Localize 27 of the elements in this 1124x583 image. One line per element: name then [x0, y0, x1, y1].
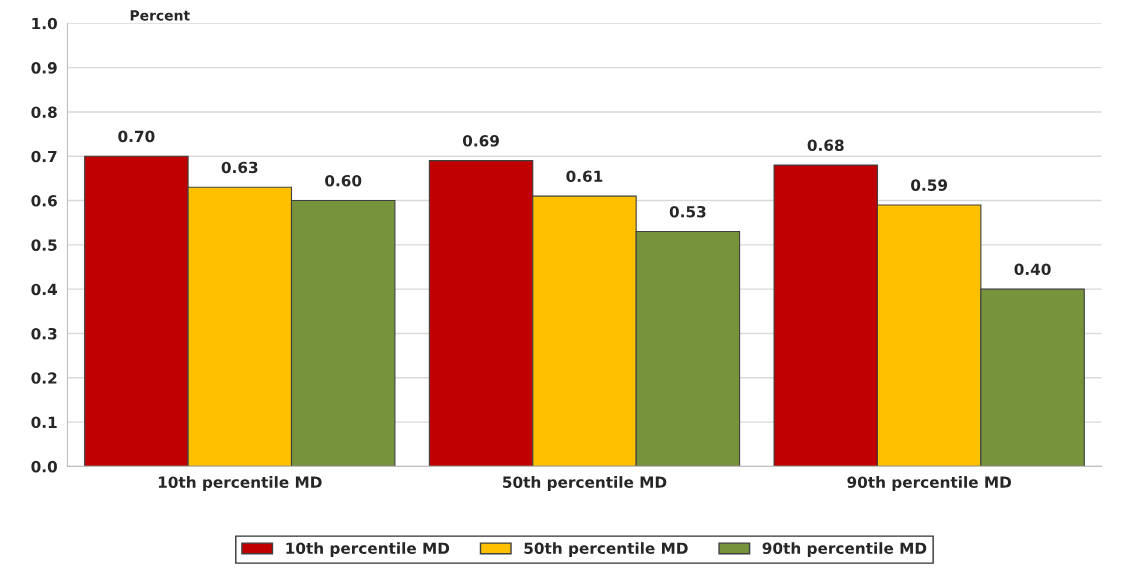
y-tick-label: 0.1 [31, 416, 57, 429]
data-label: 0.61 [566, 170, 603, 183]
y-tick-label: 0.5 [31, 239, 57, 251]
x-tick-label: 10th percentile MD [158, 476, 322, 491]
y-tick-label: 0.8 [31, 106, 57, 118]
data-label: 0.59 [911, 179, 948, 191]
legend-label: 50th percentile MD [524, 542, 688, 557]
data-label: 0.60 [325, 174, 362, 187]
data-label: 0.53 [669, 205, 706, 218]
y-tick-label: 0.3 [31, 327, 57, 340]
y-tick-label: 0.9 [31, 62, 57, 74]
y-tick-label: 0.4 [31, 283, 58, 296]
y-axis-title: Percent [130, 10, 190, 21]
legend-label: 10th percentile MD [286, 542, 450, 557]
legend-label: 90th percentile MD [762, 542, 927, 557]
data-label: 0.63 [221, 161, 258, 174]
data-label: 0.40 [1014, 263, 1051, 276]
y-tick-label: 1.0 [32, 17, 57, 30]
data-label: 0.69 [462, 135, 499, 147]
y-tick-label: 0.6 [31, 195, 57, 207]
x-tick-label: 90th percentile MD [847, 476, 1011, 491]
y-tick-label: 0.2 [31, 372, 57, 384]
y-tick-label: 0.0 [31, 460, 57, 473]
x-tick-label: 50th percentile MD [503, 476, 667, 491]
data-label: 0.68 [807, 139, 844, 152]
data-label: 0.70 [118, 130, 155, 143]
y-tick-label: 0.7 [31, 150, 57, 163]
